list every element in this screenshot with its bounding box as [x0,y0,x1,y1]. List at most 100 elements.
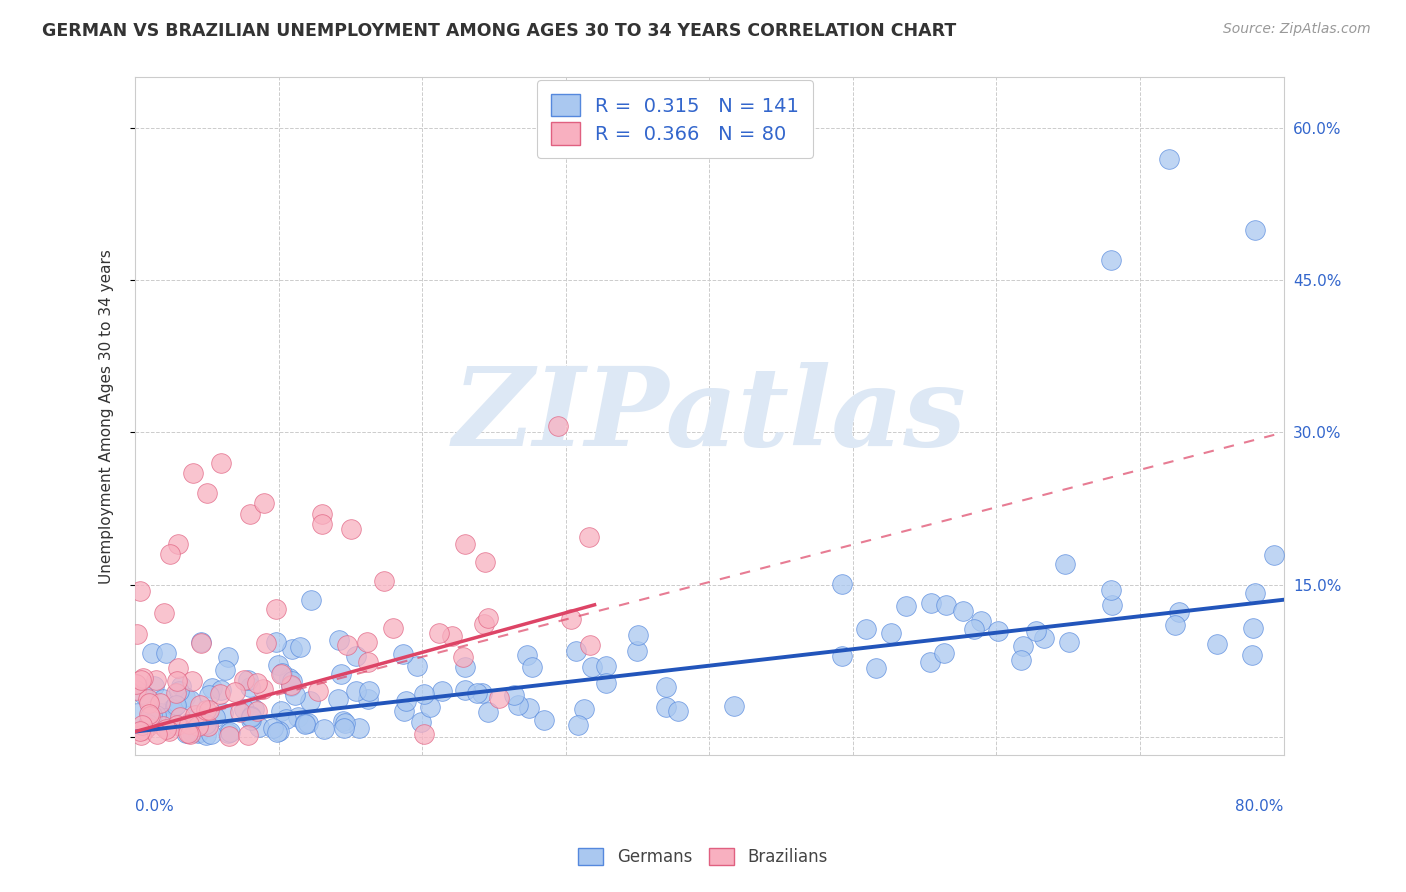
Point [516,648,538,662]
Point [1157,152,1180,166]
Point [1053,558,1076,572]
Point [214,663,236,677]
Point [232,673,254,688]
Point [1244,222,1267,236]
Point [567,717,589,731]
Point [413,727,436,741]
Point [155,722,177,736]
Point [392,647,415,661]
Point [963,623,986,637]
Point [141,646,163,660]
Point [153,713,176,727]
Point [298,694,321,708]
Point [357,683,380,698]
Point [224,685,246,699]
Point [239,680,262,694]
Point [430,684,453,698]
Point [169,710,191,724]
Point [294,717,316,731]
Point [465,686,488,700]
Point [252,682,274,697]
Point [131,718,153,732]
Point [1012,639,1035,653]
Point [1101,598,1123,612]
Point [1241,648,1264,662]
Point [262,721,284,735]
Point [281,674,304,689]
Point [187,726,209,740]
Point [427,625,450,640]
Text: 80.0%: 80.0% [1236,799,1284,814]
Point [167,661,190,675]
Legend: R =  0.315   N = 141, R =  0.366   N = 80: R = 0.315 N = 141, R = 0.366 N = 80 [537,80,813,159]
Point [395,693,418,707]
Point [243,702,266,716]
Point [152,719,174,733]
Point [190,634,212,648]
Point [668,704,690,718]
Point [987,624,1010,639]
Point [143,680,166,694]
Point [880,625,903,640]
Point [163,698,186,713]
Point [595,676,617,690]
Point [920,596,942,610]
Point [328,633,350,648]
Point [356,692,378,706]
Point [218,729,240,743]
Point [195,703,218,717]
Point [326,692,349,706]
Point [277,671,299,685]
Point [339,522,361,536]
Point [136,716,159,731]
Point [197,719,219,733]
Point [280,679,302,693]
Point [217,650,239,665]
Point [157,723,180,738]
Point [477,611,499,625]
Point [311,516,333,531]
Point [198,703,221,717]
Point [855,622,877,636]
Point [138,696,160,710]
Point [219,725,242,739]
Point [627,628,650,642]
Point [1205,637,1227,651]
Point [564,644,586,658]
Point [471,686,494,700]
Point [229,706,252,720]
Point [270,666,292,681]
Point [1010,653,1032,667]
Point [1033,631,1056,645]
Point [595,659,617,673]
Point [149,697,172,711]
Point [920,655,942,669]
Point [127,627,149,641]
Point [970,614,993,628]
Point [198,688,221,702]
Legend: Germans, Brazilians: Germans, Brazilians [572,841,834,873]
Point [239,507,262,521]
Point [1025,624,1047,638]
Point [139,708,162,723]
Point [141,707,163,722]
Point [190,635,212,649]
Point [896,599,918,613]
Point [187,725,209,739]
Point [125,683,148,698]
Point [184,707,207,722]
Point [451,649,474,664]
Point [266,602,288,616]
Point [357,655,380,669]
Point [1057,634,1080,648]
Point [153,711,176,725]
Point [294,716,316,731]
Point [165,686,187,700]
Point [125,706,148,721]
Point [477,706,499,720]
Point [373,574,395,588]
Point [280,678,302,692]
Point [299,592,322,607]
Point [270,666,292,681]
Text: Source: ZipAtlas.com: Source: ZipAtlas.com [1223,22,1371,37]
